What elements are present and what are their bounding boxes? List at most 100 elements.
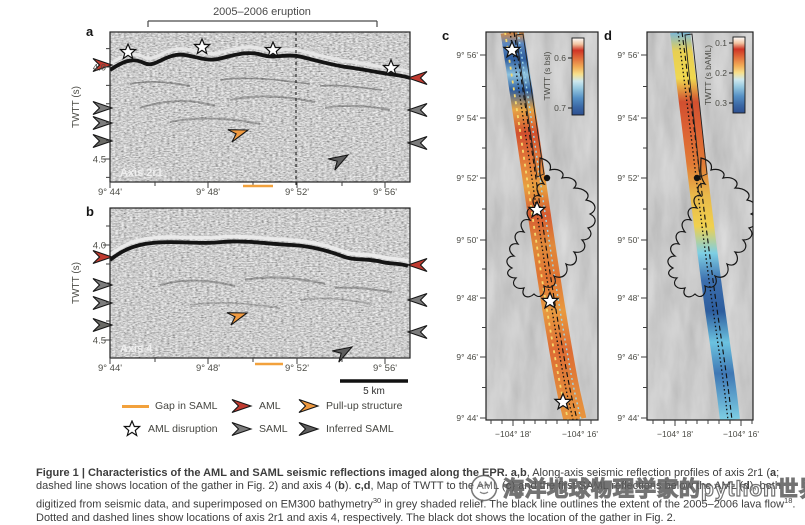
watermark-text: 海洋地球物理学家的python世界: [502, 477, 805, 501]
legend-label: AML: [259, 400, 281, 412]
saml-arrow: [92, 277, 113, 293]
xtick-label: −104° 18': [657, 429, 693, 439]
gather-location-dot: [693, 174, 701, 182]
colorbar-c-ticks: [568, 57, 572, 109]
panel-d-ticks: [641, 54, 753, 426]
ytick-label: 4.5: [93, 155, 106, 166]
axis-4-label: Axis 4: [120, 343, 153, 355]
xtick-label: 9° 44': [98, 363, 122, 374]
colorbar-tick-label: 0.7: [554, 103, 566, 113]
xtick-label: −104° 16': [723, 429, 759, 439]
axis-2r1-track-dotted: [677, 32, 729, 420]
legend-pullup: Pull-up structure: [296, 398, 402, 414]
seismic-noise-a: [110, 32, 410, 182]
ytick-label: 9° 54': [456, 113, 478, 123]
saml-arrow: [407, 324, 428, 340]
aml-reflector-a: [110, 45, 410, 125]
panel-a-letter: a: [86, 24, 94, 39]
twtt-baml-stripe: [670, 32, 740, 420]
legend-label: SAML: [259, 423, 288, 435]
legend-gap-in-saml: Gap in SAML: [122, 400, 217, 412]
panel-a-profile: 2005–2006 eruption a 4.0 4.5 TWTT (s) 9°…: [71, 6, 428, 198]
stripe-edge-dashes: [517, 32, 582, 420]
ytick-label: 4.5: [93, 336, 106, 347]
panel-b-profile: b 4.0 4.5 TWTT (s) 9° 44' 9° 48' 9° 52' …: [71, 204, 428, 397]
axial-trough-outline: [515, 33, 545, 178]
aml-arrow-icon: [231, 398, 252, 414]
ytick-label: 9° 48': [617, 293, 639, 303]
panel-a-ylabel: TWTT (s): [71, 86, 82, 128]
watermark-logo-icon: [470, 474, 498, 502]
aml-reflector-b: [110, 234, 409, 309]
xtick-label: 9° 56': [373, 363, 397, 374]
axis-2r1-label: Axis 2r1: [120, 167, 163, 179]
panel-b-ticks: [103, 225, 386, 364]
colorbar-d: [732, 36, 746, 114]
caption-title: Figure 1 | Characteristics of the AML an…: [36, 467, 511, 479]
saml-arrow: [92, 317, 113, 333]
colorbar-tick-label: 0.6: [554, 53, 566, 63]
legend-aml: AML: [229, 398, 281, 414]
axis-4-track-dashed: [513, 32, 578, 420]
aml-arrow: [407, 257, 428, 273]
panel-c-map: c 0.6 0.7 TWTT (s bsl) 9° 56' 9° 54' 9° …: [442, 28, 599, 439]
colorbar-c-label: TWTT (s bsl): [542, 51, 552, 100]
saml-arrow: [92, 295, 113, 311]
gap-line-swatch: [122, 404, 149, 408]
ytick-label: 9° 44': [617, 413, 639, 423]
panel-b-letter: b: [86, 204, 94, 219]
ytick-label: 4.0: [93, 63, 106, 74]
xtick-label: 9° 48': [196, 187, 220, 198]
axial-trough-outline: [684, 33, 708, 178]
panel-b-ylabel: TWTT (s): [71, 262, 82, 304]
panel-d-frame: [646, 31, 754, 421]
ytick-label: 9° 48': [456, 293, 478, 303]
ytick-label: 9° 50': [456, 235, 478, 245]
ytick-label: 9° 50': [617, 235, 639, 245]
xtick-label: 9° 44': [98, 187, 122, 198]
scale-bar-label: 5 km: [363, 386, 385, 397]
pullup-arrow-icon: [298, 398, 319, 414]
ytick-label: 9° 54': [617, 113, 639, 123]
eruption-extent-bracket: [147, 20, 378, 27]
colorbar-d-label: TWTT (s bAML): [703, 45, 713, 105]
ytick-label: 4.0: [93, 241, 106, 252]
gather-location-dot: [543, 174, 551, 182]
colorbar-c: [571, 37, 585, 116]
legend-saml: SAML: [229, 421, 288, 437]
aml-arrow: [92, 249, 113, 265]
xtick-label: 9° 48': [196, 363, 220, 374]
saml-arrow: [407, 135, 428, 151]
legend-inferred-saml: Inferred SAML: [296, 421, 394, 437]
watermark: 海洋地球物理学家的python世界: [469, 473, 805, 503]
xtick-label: −104° 18': [495, 429, 531, 439]
panel-d-map: d 0.1 0.2 0.3 TWTT (s bAML) 9° 56' 9° 54…: [604, 28, 759, 439]
seismic-noise-b: [110, 208, 410, 358]
panel-d-letter: d: [604, 28, 612, 43]
colorbar-tick-label: 0.2: [715, 68, 727, 78]
saml-arrow: [407, 102, 428, 118]
figure-caption: Figure 1 | Characteristics of the AML an…: [36, 467, 796, 524]
ytick-label: 9° 56': [456, 50, 478, 60]
panel-a-ticks: [103, 48, 386, 188]
ytick-label: 9° 52': [617, 173, 639, 183]
ytick-label: 9° 44': [456, 413, 478, 423]
legend-label: AML disruption: [148, 423, 218, 435]
xtick-label: −104° 16': [562, 429, 598, 439]
colorbar-d-ticks: [729, 42, 733, 104]
xtick-label: 9° 52': [285, 363, 309, 374]
colorbar-tick-label: 0.1: [715, 38, 727, 48]
ytick-label: 9° 52': [456, 173, 478, 183]
ytick-label: 9° 46': [617, 352, 639, 362]
colorbar-tick-label: 0.3: [715, 98, 727, 108]
panel-c-letter: c: [442, 28, 449, 43]
panel-c-ticks: [480, 54, 592, 426]
legend-label: Gap in SAML: [155, 400, 218, 412]
legend-label: Inferred SAML: [326, 423, 394, 435]
saml-arrow-icon: [231, 421, 252, 437]
star-icon: [123, 420, 141, 437]
legend-label: Pull-up structure: [326, 400, 403, 412]
xtick-label: 9° 52': [285, 187, 309, 198]
saml-arrow: [407, 292, 428, 308]
panel-c-frame: [485, 31, 599, 421]
